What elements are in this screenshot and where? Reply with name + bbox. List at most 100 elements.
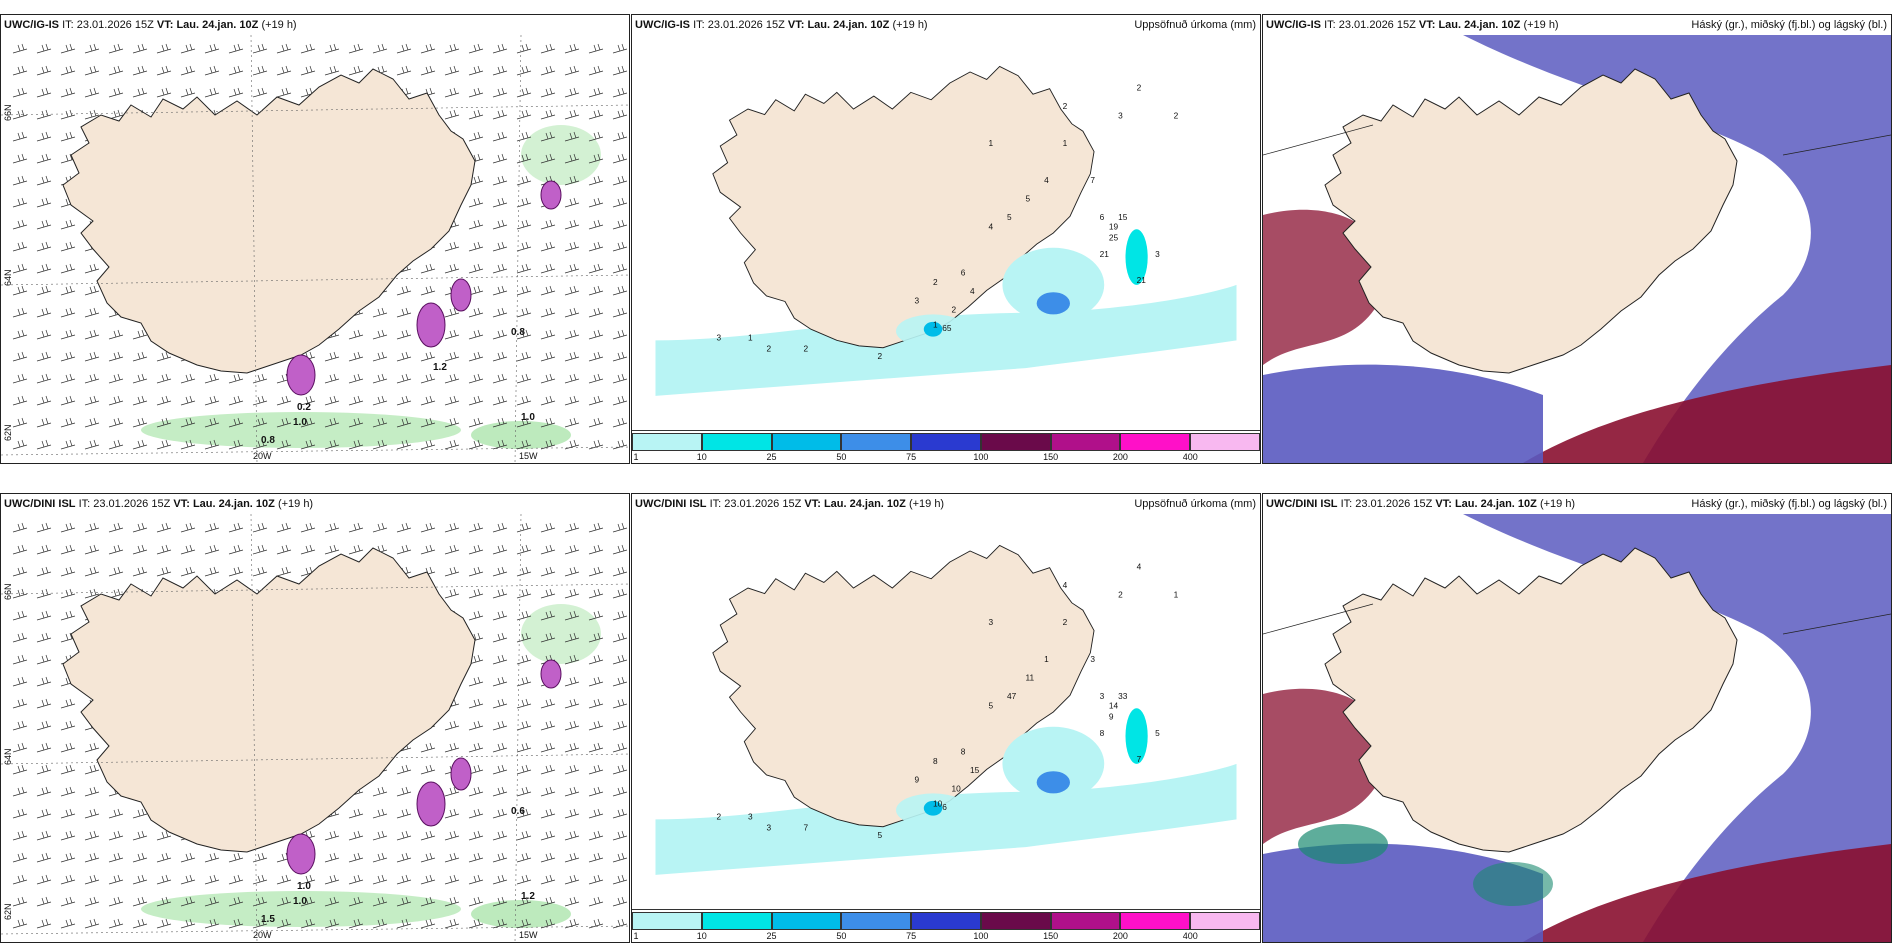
- wind-barb: [540, 439, 556, 450]
- wind-barb: [420, 439, 436, 450]
- wind-barb: [132, 43, 148, 54]
- wind-barb: [444, 87, 460, 98]
- wind-barb: [444, 588, 460, 599]
- wind-barb: [492, 632, 508, 643]
- wind-barb: [372, 351, 388, 362]
- wind-barb: [516, 676, 532, 687]
- wind-barb: [132, 65, 148, 76]
- wind-barb: [516, 153, 532, 164]
- wind-barb: [396, 896, 412, 907]
- wind-barb: [420, 43, 436, 54]
- wind-barb: [516, 566, 532, 577]
- wind-barb: [612, 109, 628, 120]
- legend-swatch: [911, 912, 981, 930]
- wind-barb: [396, 830, 412, 841]
- wind-barb: [36, 351, 52, 362]
- wind-barb: [12, 307, 28, 318]
- wind-barb: [564, 918, 580, 929]
- it-value: 23.01.2026 15Z: [707, 19, 785, 31]
- iceland-landmass: [712, 544, 1095, 828]
- legend-swatch: [980, 433, 1051, 451]
- wind-barb: [12, 874, 28, 885]
- high-cloud-layer: [1473, 862, 1553, 906]
- it-label: IT:: [693, 19, 705, 31]
- wind-barb: [564, 65, 580, 76]
- wind-barb: [444, 43, 460, 54]
- legend-swatch: [632, 912, 702, 930]
- wind-barb: [12, 786, 28, 797]
- wind-barb: [420, 263, 436, 274]
- wind-barb: [612, 439, 628, 450]
- mid-cloud-layer: [1463, 35, 1891, 463]
- wind-barb: [516, 896, 532, 907]
- legend-tick-label: 100: [973, 452, 989, 462]
- precip-blob: [286, 833, 316, 875]
- wind-barb: [612, 588, 628, 599]
- latitude-label: 64N: [3, 269, 13, 286]
- wind-barb: [36, 610, 52, 621]
- wind-barb: [468, 830, 484, 841]
- wind-barb: [468, 522, 484, 533]
- precip-blob: [450, 757, 472, 791]
- wind-barb: [420, 522, 436, 533]
- wind-barb: [468, 263, 484, 274]
- it-value: 23.01.2026 15Z: [724, 498, 802, 510]
- wind-barb: [324, 544, 340, 555]
- wind-barb: [252, 918, 268, 929]
- wind-barb: [36, 65, 52, 76]
- it-label: IT:: [62, 19, 74, 31]
- wind-barb: [60, 544, 76, 555]
- wind-barb: [612, 417, 628, 428]
- wind-barb: [444, 65, 460, 76]
- wind-barb: [492, 153, 508, 164]
- wind-barb: [84, 808, 100, 819]
- wind-barb: [36, 588, 52, 599]
- vt-value: Lau. 24.jan. 10Z: [1454, 498, 1537, 510]
- wind-barb: [84, 764, 100, 775]
- wind-barb: [12, 632, 28, 643]
- wind-barb: [12, 329, 28, 340]
- wind-barb: [468, 65, 484, 76]
- wind-barb: [204, 87, 220, 98]
- legend-tick-label: 25: [766, 452, 777, 462]
- precip-value-label: 4: [1137, 562, 1142, 572]
- boundary-line: [1782, 134, 1891, 156]
- precip-value-label: 10: [933, 798, 943, 808]
- wind-barb: [204, 896, 220, 907]
- wind-barb: [60, 896, 76, 907]
- wind-barb: [84, 285, 100, 296]
- wind-barb: [84, 395, 100, 406]
- wind-barb: [12, 698, 28, 709]
- wind-barb: [444, 786, 460, 797]
- wind-barb: [372, 373, 388, 384]
- wind-barb: [132, 918, 148, 929]
- model-name: UWC/IG-IS: [635, 19, 690, 31]
- wind-barb: [564, 263, 580, 274]
- wind-barb: [180, 918, 196, 929]
- wind-barb: [420, 742, 436, 753]
- precip-value-label: 14: [1109, 700, 1119, 710]
- wind-barb: [84, 351, 100, 362]
- wind-barb: [444, 351, 460, 362]
- precip-value-label: 3: [915, 295, 920, 305]
- high-cloud-layer: [1298, 824, 1388, 864]
- wind-barb: [12, 241, 28, 252]
- wind-barb: [444, 241, 460, 252]
- wind-barb: [12, 87, 28, 98]
- precip-area: [1002, 726, 1105, 801]
- wind-barb: [588, 764, 604, 775]
- panel-header: UWC/DINI ISL IT: 23.01.2026 15Z VT: Lau.…: [1263, 494, 1891, 514]
- wind-barb: [204, 373, 220, 384]
- wind-barb: [396, 373, 412, 384]
- wind-barb: [180, 87, 196, 98]
- wind-barb: [540, 918, 556, 929]
- wind-barb: [612, 219, 628, 230]
- wind-barb: [588, 522, 604, 533]
- wind-barb: [12, 720, 28, 731]
- longitude-label: 20W: [253, 930, 272, 940]
- wind-barb: [444, 373, 460, 384]
- wind-barb: [612, 131, 628, 142]
- wind-barb: [348, 395, 364, 406]
- precip-value-label: 21: [1137, 275, 1147, 285]
- wind-barb: [468, 219, 484, 230]
